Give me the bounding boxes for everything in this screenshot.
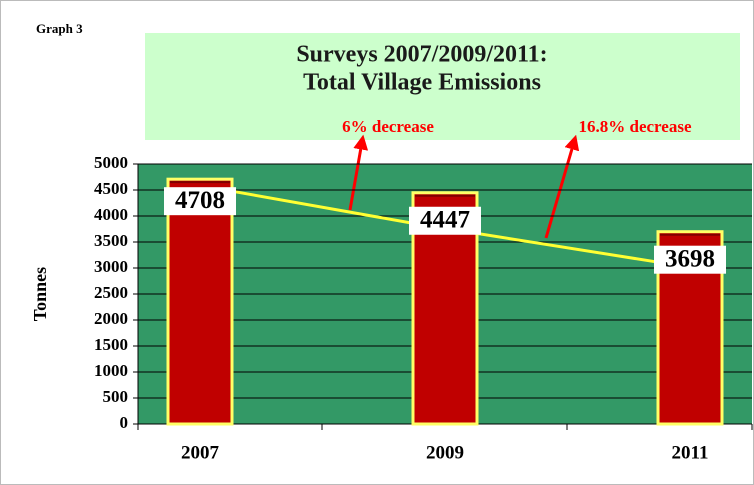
annotation: 6% decrease (342, 117, 434, 136)
y-tick-label: 4000 (94, 205, 128, 224)
chart-title: Surveys 2007/2009/2011: (296, 42, 547, 68)
arrow (348, 134, 369, 211)
y-tick-label: 3000 (94, 257, 128, 276)
value-label: 4447 (420, 206, 470, 233)
y-tick-label: 2000 (94, 309, 128, 328)
y-tick-label: 5000 (94, 153, 128, 172)
caption: Graph 3 (36, 21, 83, 36)
value-label-box (654, 245, 726, 274)
value-label: 4708 (175, 187, 225, 214)
bar (166, 177, 234, 426)
y-tick-label: 1000 (94, 361, 128, 380)
chart-title: Total Village Emissions (303, 70, 541, 96)
y-tick-label: 4500 (94, 179, 128, 198)
title-box (145, 33, 740, 140)
y-tick-label: 3500 (94, 231, 128, 250)
x-tick-label: 2009 (426, 442, 464, 463)
y-tick-label: 1500 (94, 335, 128, 354)
value-label-box (164, 187, 236, 216)
y-tick-label: 0 (120, 413, 129, 432)
x-tick-label: 2007 (181, 442, 220, 463)
x-tick-label: 2011 (672, 442, 709, 463)
value-label-box (409, 206, 481, 235)
y-axis-label: Tonnes (30, 267, 50, 321)
annotation: 16.8% decrease (579, 117, 692, 136)
y-tick-label: 2500 (94, 283, 128, 302)
value-label: 3698 (665, 245, 715, 272)
y-tick-label: 500 (103, 387, 129, 406)
